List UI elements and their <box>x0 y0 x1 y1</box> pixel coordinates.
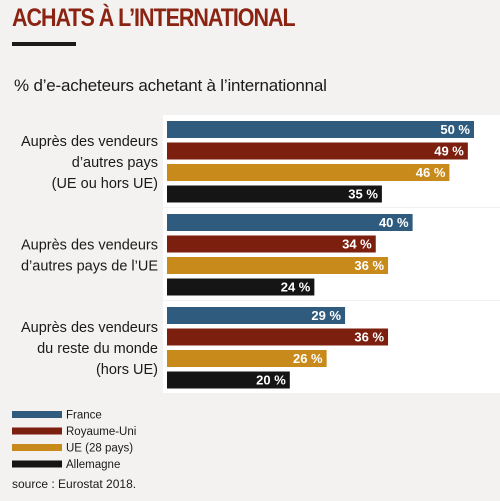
category-label: Auprès des vendeurs <box>21 134 158 150</box>
category-label: Auprès des vendeurs <box>21 320 158 336</box>
bar-allemagne-2 <box>167 278 315 296</box>
bar-value-label: 35 % <box>348 187 378 202</box>
bar-royaume-uni-3 <box>167 328 389 346</box>
bar-value-label: 34 % <box>342 237 372 252</box>
legend-label: France <box>66 410 102 422</box>
bar-value-label: 36 % <box>354 258 384 273</box>
bar-france-1 <box>167 121 474 138</box>
bar-france-3 <box>167 307 346 324</box>
category-label: Auprès des vendeurs <box>21 237 158 253</box>
bar-royaume-uni-2 <box>167 235 376 253</box>
bar-allemagne-3 <box>167 371 290 389</box>
legend-swatch <box>12 411 62 418</box>
bar-value-label: 49 % <box>434 144 464 159</box>
bar-value-label: 29 % <box>311 308 341 323</box>
bar-ue-28-pays--1 <box>167 164 450 181</box>
legend-label: Royaume-Uni <box>66 426 136 438</box>
bar-value-label: 40 % <box>379 215 409 230</box>
bar-value-label: 24 % <box>281 280 311 295</box>
bar-value-label: 46 % <box>416 165 446 180</box>
category-label: du reste du monde <box>37 341 158 357</box>
bar-ue-28-pays--3 <box>167 350 327 367</box>
category-label: (UE ou hors UE) <box>52 176 158 192</box>
bar-ue-28-pays--2 <box>167 257 389 274</box>
bar-france-2 <box>167 214 413 231</box>
legend-swatch <box>12 427 62 435</box>
legend-label: Allemagne <box>66 459 120 471</box>
bar-royaume-uni-1 <box>167 142 468 160</box>
bar-value-label: 50 % <box>440 122 470 137</box>
bar-value-label: 20 % <box>256 373 286 388</box>
legend-swatch <box>12 444 62 451</box>
bar-value-label: 26 % <box>293 351 323 366</box>
bar-allemagne-1 <box>167 185 382 203</box>
legend-swatch <box>12 460 62 468</box>
chart-subtitle: % d’e-acheteurs achetant à l’internation… <box>14 76 327 95</box>
title-underline <box>12 42 76 46</box>
legend-label: UE (28 pays) <box>66 443 133 455</box>
chart-title: ACHATS À L’INTERNATIONAL <box>12 4 296 32</box>
bar-value-label: 36 % <box>354 330 384 345</box>
category-label: d’autres pays <box>72 155 158 171</box>
category-label: (hors UE) <box>96 362 158 378</box>
category-label: d’autres pays de l’UE <box>21 258 158 274</box>
source-note: source : Eurostat 2018. <box>12 477 137 491</box>
